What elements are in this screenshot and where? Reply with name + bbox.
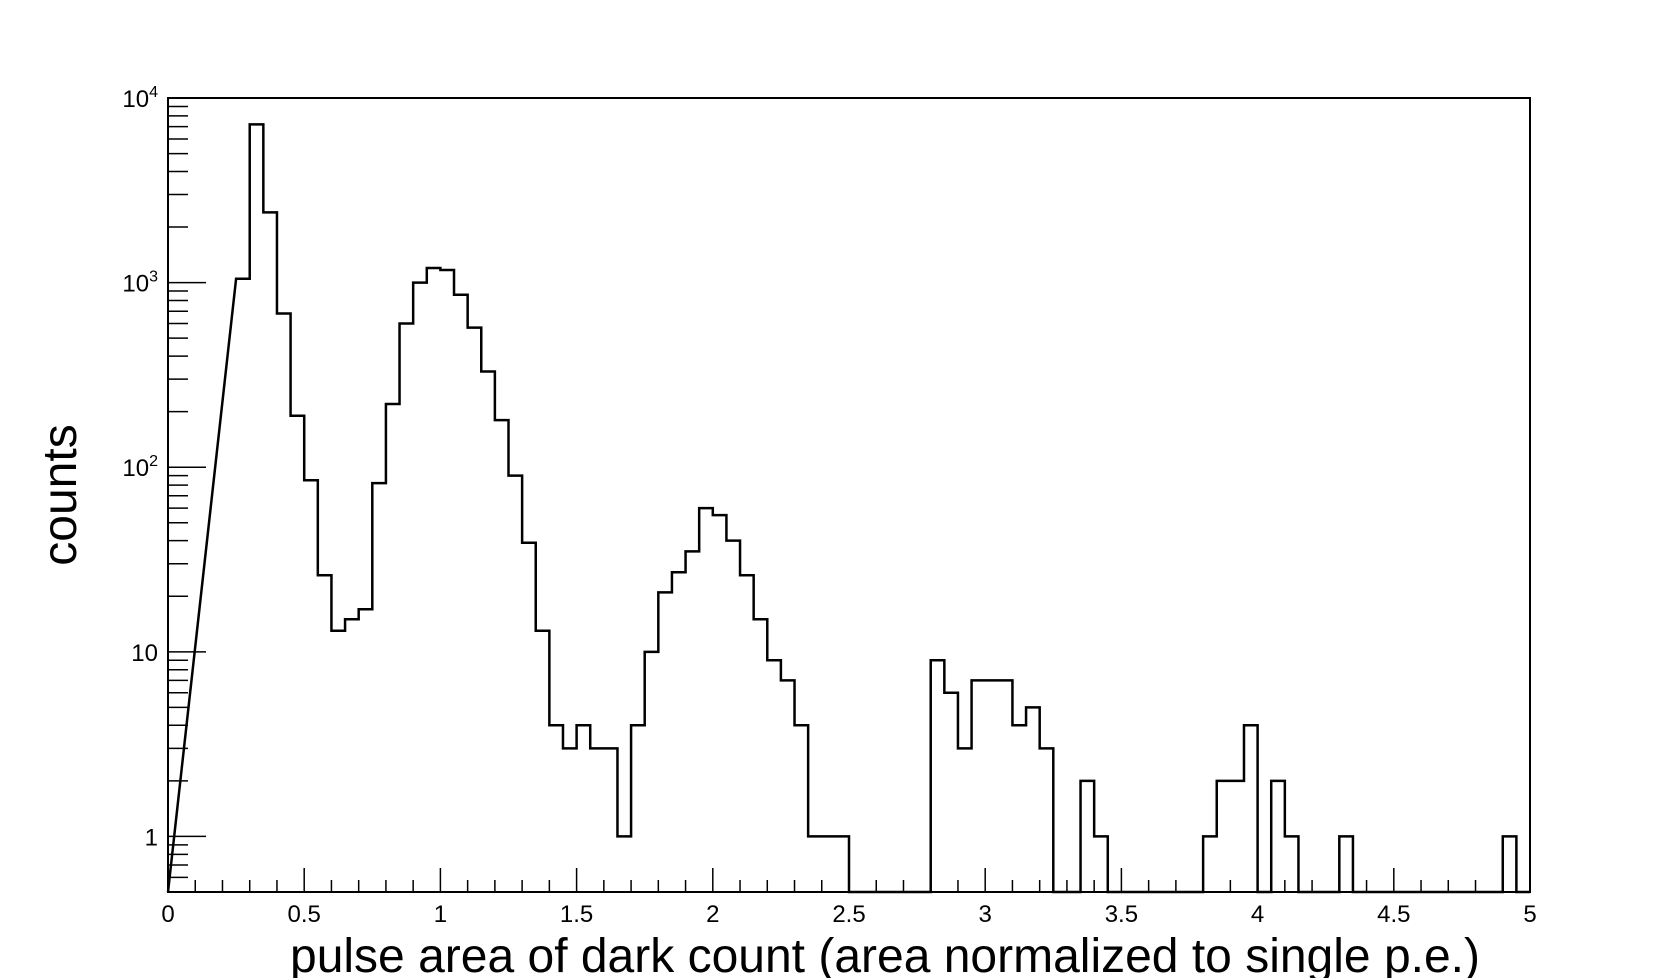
x-tick-label: 4.5 (1377, 901, 1410, 928)
x-tick-label: 1 (434, 901, 447, 928)
histogram-series-line (166, 123, 1530, 894)
y-tick-label: 1 (145, 824, 158, 851)
y-axis-ticks (168, 97, 206, 893)
x-tick-label: 3.5 (1105, 901, 1138, 928)
x-axis-title: pulse area of dark count (area normalize… (290, 930, 1480, 978)
y-tick-label: 104 (122, 84, 158, 113)
x-tick-label: 0.5 (288, 901, 321, 928)
y-tick-label: 10 (131, 640, 158, 667)
y-axis-title: counts (34, 424, 87, 565)
x-tick-label: 5 (1523, 901, 1536, 928)
x-tick-label: 4 (1251, 901, 1264, 928)
x-tick-label: 1.5 (560, 901, 593, 928)
x-tick-label: 3 (979, 901, 992, 928)
y-axis-tick-labels: 1 10 102 103 104 (122, 84, 158, 851)
x-axis-ticks (167, 868, 1531, 892)
x-tick-label: 2 (706, 901, 719, 928)
x-tick-label: 0 (161, 901, 174, 928)
x-axis-tick-labels: 0 0.5 1 1.5 2 2.5 3 3.5 4 4.5 5 (161, 901, 1536, 928)
y-tick-label: 102 (122, 453, 158, 482)
x-tick-label: 2.5 (832, 901, 865, 928)
y-tick-label: 103 (122, 269, 158, 298)
